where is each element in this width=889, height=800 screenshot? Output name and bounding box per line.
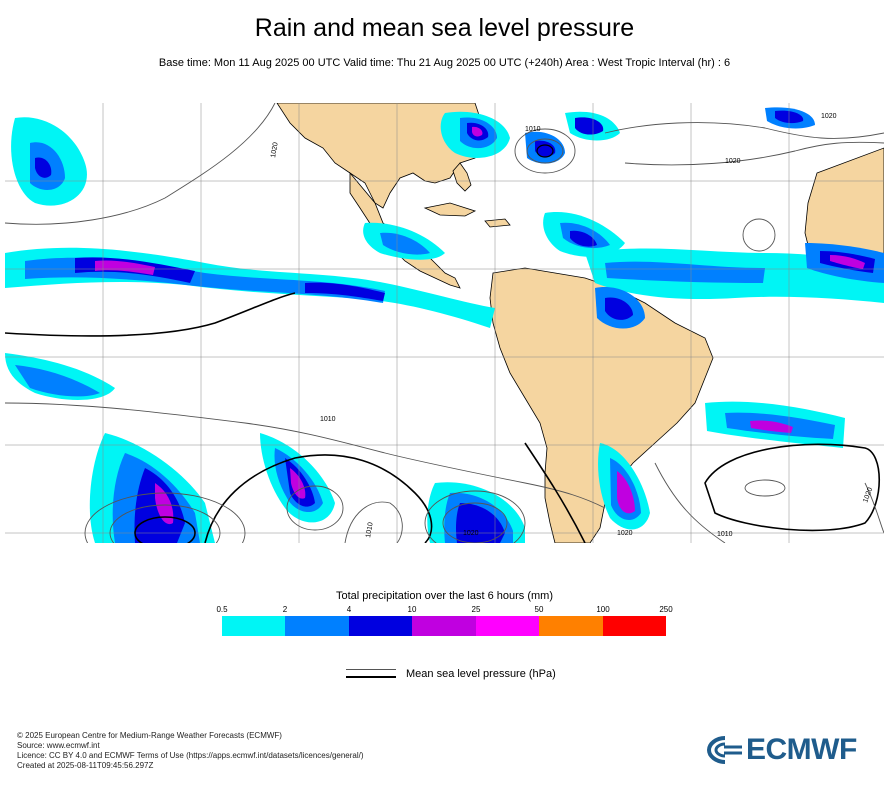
scale-swatch <box>412 616 476 636</box>
pressure-legend: Mean sea level pressure (hPa) <box>346 664 556 684</box>
scale-tick-label: 0.5 <box>216 605 228 614</box>
isobar-labels: 1020 1010 1020 1020 1010 1010 1020 1020 … <box>270 113 874 538</box>
scale-tick-label: 4 <box>346 605 352 614</box>
land-florida <box>452 162 472 192</box>
precip-color-scale <box>222 616 666 636</box>
isobar-label: 1020 <box>617 530 633 537</box>
scale-swatch <box>348 616 413 636</box>
isobar-label: 1020 <box>270 142 280 159</box>
footer-copyright: © 2025 European Centre for Medium-Range … <box>17 731 282 740</box>
footer-credits: © 2025 European Centre for Medium-Range … <box>17 731 364 771</box>
scale-tick-label: 10 <box>407 605 417 614</box>
precipitation-field <box>5 107 884 543</box>
isobar-label: 1020 <box>821 113 837 120</box>
pressure-legend-label: Mean sea level pressure (hPa) <box>406 668 556 680</box>
logo-wordmark: ECMWF <box>746 733 857 766</box>
chart-subtitle: Base time: Mon 11 Aug 2025 00 UTC Valid … <box>158 57 731 69</box>
weather-map[interactable]: 1020 1010 1020 1020 1010 1010 1020 1020 … <box>5 103 884 543</box>
scale-tick-label: 100 <box>596 605 610 614</box>
footer-source: Source: www.ecmwf.int <box>17 741 100 750</box>
scale-swatch <box>285 616 349 636</box>
land-masses <box>276 103 884 543</box>
isobar-label: 1020 <box>862 487 874 504</box>
isobar-line-icon <box>346 667 396 681</box>
scale-swatch <box>539 616 603 636</box>
isobar-label: 1010 <box>717 531 733 538</box>
scale-tick-label: 50 <box>534 605 544 614</box>
scale-tick-label: 25 <box>471 605 481 614</box>
scale-swatch <box>602 616 666 636</box>
footer-created: Created at 2025-08-11T09:45:56.297Z <box>17 761 154 770</box>
isobar-label: 1010 <box>365 522 375 539</box>
scale-swatch <box>222 616 286 636</box>
graticule <box>5 103 884 543</box>
footer-licence: Licence: CC BY 4.0 and ECMWF Terms of Us… <box>17 751 364 760</box>
scale-tick-label: 2 <box>282 605 288 614</box>
land-cuba <box>423 202 477 217</box>
isobar-label: 1020 <box>725 158 741 165</box>
isobar-label: 1010 <box>525 126 541 133</box>
isobars <box>5 103 884 543</box>
isobar-label: 1010 <box>320 416 336 423</box>
scale-swatch <box>475 616 540 636</box>
scale-tick-label: 250 <box>659 605 673 614</box>
chart-title: Rain and mean sea level pressure <box>254 14 635 42</box>
land-north-america <box>276 103 486 209</box>
ecmwf-logo: ECMWF <box>706 733 857 767</box>
land-hispaniola <box>484 218 511 228</box>
ecmwf-swirl-icon <box>706 736 742 764</box>
isobar-label: 1020 <box>463 530 479 537</box>
precip-scale-labels: 0.5 2 4 10 25 50 100 250 <box>0 605 889 617</box>
precip-legend-title: Total precipitation over the last 6 hour… <box>335 590 554 602</box>
